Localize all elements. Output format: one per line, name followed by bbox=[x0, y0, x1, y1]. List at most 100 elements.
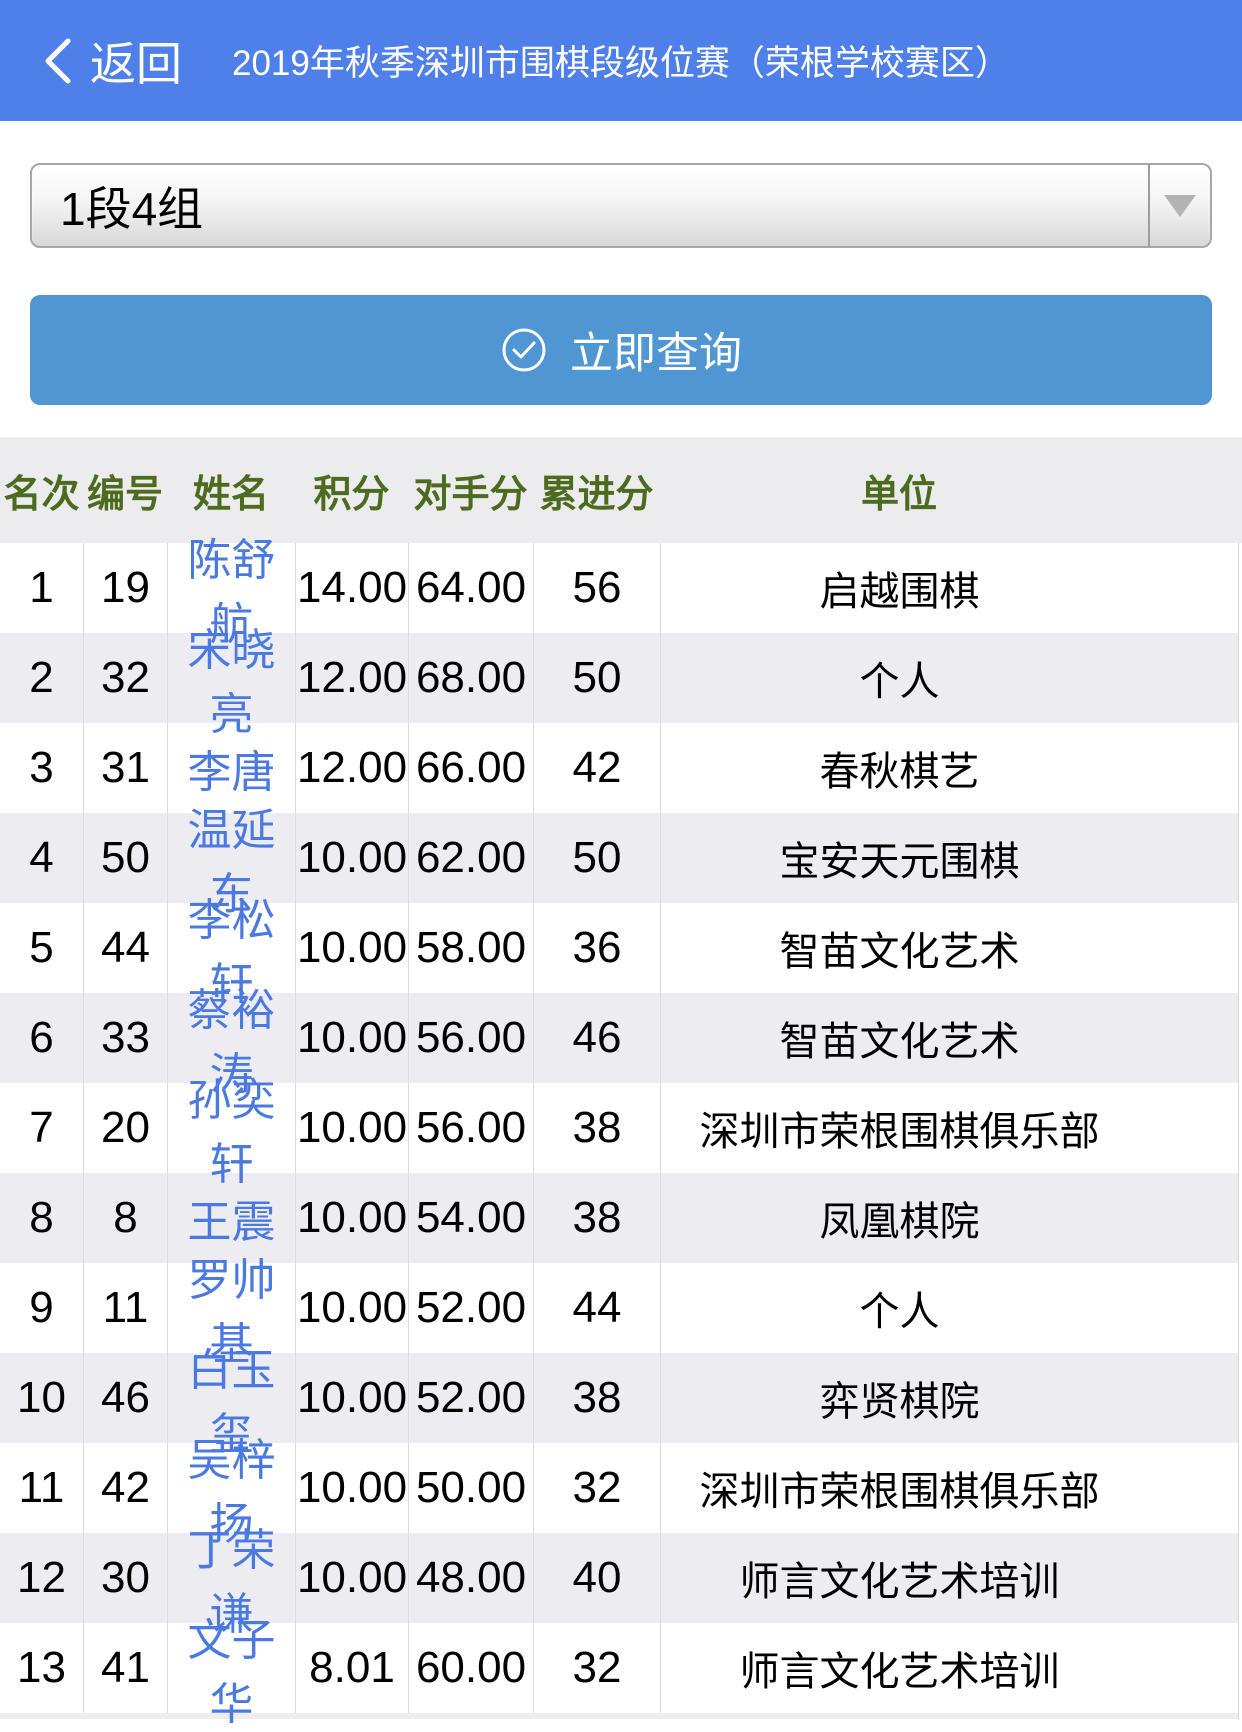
cell-opponent-score: 52.00 bbox=[408, 1263, 533, 1353]
cell-organization: 宝安天元围棋 bbox=[660, 813, 1238, 903]
table-row: 12 30 丁荣谦 10.00 48.00 40 师言文化艺术培训 bbox=[0, 1526, 1239, 1639]
cell-rank: 7 bbox=[29, 1103, 54, 1152]
column-header-opponent: 对手分 bbox=[413, 473, 528, 516]
cell-name: 李唐 bbox=[167, 723, 295, 813]
cell-rank: 12 bbox=[17, 1553, 66, 1602]
player-name-link[interactable]: 李松轩 bbox=[187, 896, 276, 1009]
cell-name: 温延东 bbox=[167, 806, 295, 919]
player-name-link[interactable]: 白玉玺 bbox=[187, 1346, 276, 1459]
cell-progressive-score: 56 bbox=[533, 543, 660, 633]
cell-number: 41 bbox=[83, 1623, 167, 1713]
table-row: 10 46 白玉玺 10.00 52.00 38 弈贤棋院 bbox=[0, 1346, 1239, 1459]
cell-progressive-score: 38 bbox=[533, 1173, 660, 1263]
cell-organization: 智苗文化艺术 bbox=[660, 993, 1238, 1083]
table-body: 1 19 陈舒航 14.00 64.00 56 启越围棋 2 32 宋晓亮 12… bbox=[0, 536, 1242, 1729]
player-name-link[interactable]: 王震 bbox=[187, 1198, 276, 1247]
player-name-link[interactable]: 宋晓亮 bbox=[187, 626, 276, 739]
table-row: 3 31 李唐 12.00 66.00 42 春秋棋艺 bbox=[0, 723, 1239, 813]
table-row: 2 32 宋晓亮 12.00 68.00 50 个人 bbox=[0, 626, 1239, 739]
cell-organization: 凤凰棋院 bbox=[660, 1173, 1238, 1263]
table-row: 13 41 文子华 8.01 60.00 32 师言文化艺术培训 bbox=[0, 1616, 1239, 1729]
player-name-link[interactable]: 吴梓扬 bbox=[187, 1436, 276, 1549]
cell-organization: 个人 bbox=[660, 1263, 1238, 1353]
cell-score: 14.00 bbox=[295, 543, 408, 633]
table-header-row: 名次 编号 姓名 积分 对手分 累进分 单位 bbox=[0, 437, 1242, 543]
cell-opponent-score: 62.00 bbox=[408, 813, 533, 903]
cell-organization: 深圳市荣根围棋俱乐部 bbox=[660, 1443, 1238, 1533]
query-button[interactable]: 立即查询 bbox=[30, 295, 1212, 405]
cell-score: 8.01 bbox=[295, 1623, 408, 1713]
group-select-value: 1段4组 bbox=[60, 182, 204, 235]
next-row-sliver bbox=[0, 1713, 1239, 1719]
cell-score: 10.00 bbox=[295, 1443, 408, 1533]
cell-organization: 深圳市荣根围棋俱乐部 bbox=[660, 1083, 1238, 1173]
cell-organization: 弈贤棋院 bbox=[660, 1353, 1238, 1443]
cell-progressive-score: 40 bbox=[533, 1533, 660, 1623]
cell-progressive-score: 50 bbox=[533, 813, 660, 903]
column-header-organization: 单位 bbox=[860, 473, 937, 516]
cell-number: 46 bbox=[83, 1353, 167, 1443]
cell-rank: 5 bbox=[29, 923, 54, 972]
back-button[interactable]: 返回 bbox=[42, 0, 182, 121]
player-name-link[interactable]: 孙奕轩 bbox=[187, 1076, 276, 1189]
cell-opponent-score: 68.00 bbox=[408, 633, 533, 723]
cell-rank: 13 bbox=[17, 1643, 66, 1692]
cell-number: 31 bbox=[83, 723, 167, 813]
cell-name: 李松轩 bbox=[167, 896, 295, 1009]
cell-score: 10.00 bbox=[295, 903, 408, 993]
player-name-link[interactable]: 丁荣谦 bbox=[187, 1526, 276, 1639]
cell-progressive-score: 42 bbox=[533, 723, 660, 813]
cell-progressive-score: 50 bbox=[533, 633, 660, 723]
cell-number: 32 bbox=[83, 633, 167, 723]
table-row: 9 11 罗帅基 10.00 52.00 44 个人 bbox=[0, 1256, 1239, 1369]
cell-name: 文子华 bbox=[167, 1616, 295, 1729]
cell-progressive-score: 38 bbox=[533, 1083, 660, 1173]
cell-score: 12.00 bbox=[295, 723, 408, 813]
cell-opponent-score: 48.00 bbox=[408, 1533, 533, 1623]
column-header-rank: 名次 bbox=[3, 473, 80, 516]
cell-opponent-score: 56.00 bbox=[408, 1083, 533, 1173]
cell-score: 10.00 bbox=[295, 1173, 408, 1263]
cell-score: 10.00 bbox=[295, 1533, 408, 1623]
cell-progressive-score: 32 bbox=[533, 1443, 660, 1533]
player-name-link[interactable]: 文子华 bbox=[187, 1616, 276, 1729]
page-title: 2019年秋季深圳市围棋段级位赛（荣根学校赛区） bbox=[232, 44, 1010, 83]
cell-score: 10.00 bbox=[295, 1353, 408, 1443]
player-name-link[interactable]: 蔡裕涛 bbox=[187, 986, 276, 1099]
cell-opponent-score: 50.00 bbox=[408, 1443, 533, 1533]
cell-name: 蔡裕涛 bbox=[167, 986, 295, 1099]
player-name-link[interactable]: 温延东 bbox=[187, 806, 276, 919]
cell-organization: 师言文化艺术培训 bbox=[660, 1623, 1238, 1713]
player-name-link[interactable]: 陈舒航 bbox=[187, 536, 276, 649]
cell-progressive-score: 46 bbox=[533, 993, 660, 1083]
column-header-score: 积分 bbox=[313, 473, 390, 516]
cell-rank: 1 bbox=[29, 563, 54, 612]
cell-name: 王震 bbox=[167, 1173, 295, 1263]
cell-opponent-score: 64.00 bbox=[408, 543, 533, 633]
cell-number: 11 bbox=[83, 1263, 167, 1353]
cell-number: 30 bbox=[83, 1533, 167, 1623]
cell-opponent-score: 66.00 bbox=[408, 723, 533, 813]
cell-rank: 11 bbox=[18, 1463, 65, 1512]
cell-score: 10.00 bbox=[295, 1263, 408, 1353]
cell-progressive-score: 32 bbox=[533, 1623, 660, 1713]
column-header-number: 编号 bbox=[86, 473, 163, 516]
player-name-link[interactable]: 罗帅基 bbox=[187, 1256, 276, 1369]
chevron-down-icon bbox=[1164, 194, 1196, 217]
cell-opponent-score: 56.00 bbox=[408, 993, 533, 1083]
player-name-link[interactable]: 李唐 bbox=[187, 748, 276, 797]
cell-rank: 4 bbox=[29, 833, 54, 882]
cell-rank: 3 bbox=[29, 743, 54, 792]
table-row: 8 8 王震 10.00 54.00 38 凤凰棋院 bbox=[0, 1173, 1239, 1263]
cell-number: 33 bbox=[83, 993, 167, 1083]
group-select-arrow-zone[interactable] bbox=[1148, 165, 1210, 246]
table-row: 5 44 李松轩 10.00 58.00 36 智苗文化艺术 bbox=[0, 896, 1239, 1009]
cell-number: 44 bbox=[83, 903, 167, 993]
group-select[interactable]: 1段4组 bbox=[30, 163, 1212, 248]
cell-number: 50 bbox=[83, 813, 167, 903]
back-chevron-icon bbox=[45, 38, 71, 83]
cell-name: 孙奕轩 bbox=[167, 1076, 295, 1189]
cell-progressive-score: 44 bbox=[533, 1263, 660, 1353]
cell-score: 10.00 bbox=[295, 1083, 408, 1173]
column-header-progressive: 累进分 bbox=[539, 473, 654, 516]
